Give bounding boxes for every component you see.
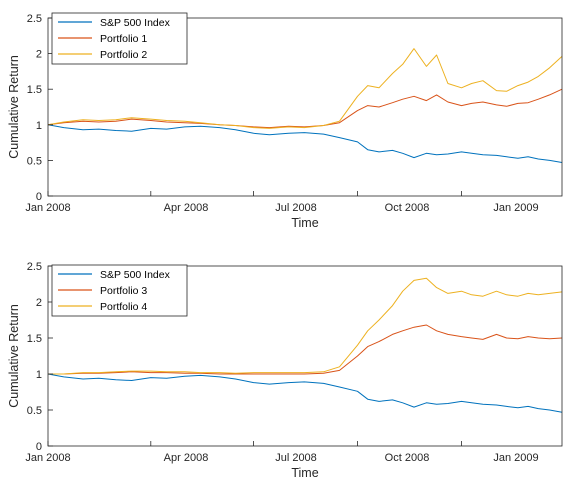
ytick-label: 2 — [36, 49, 42, 61]
xtick-labels-top: Jan 2008 Apr 2008 Jul 2008 Oct 2008 Jan … — [25, 202, 538, 214]
ytick-label: 1 — [36, 369, 42, 381]
legend-bottom: S&P 500 Index Portfolio 3 Portfolio 4 — [51, 264, 188, 317]
ytick-label: 0 — [36, 441, 42, 453]
axes-box-bottom — [47, 265, 563, 447]
xtick-label: Apr 2008 — [164, 202, 209, 214]
ytick-label: 2 — [36, 297, 42, 309]
ytick-label: 0.5 — [27, 405, 42, 417]
ytick-label: 1 — [36, 120, 42, 132]
legend-label-portfolio-1: Portfolio 1 — [100, 33, 147, 45]
series-line-portfolio-2 — [47, 48, 563, 129]
series-group-top — [47, 48, 563, 163]
series-line-portfolio-1 — [47, 88, 563, 129]
legend-label-portfolio-3: Portfolio 3 — [100, 285, 147, 297]
y-axis-label: Cumulative Return — [7, 304, 21, 408]
series-line-portfolio-4 — [48, 277, 563, 375]
xtick-label: Apr 2008 — [164, 452, 209, 464]
x-axis-label: Time — [291, 466, 318, 480]
x-axis-label: Time — [291, 216, 318, 230]
chart-bottom: 0 0.5 1 1.5 2 2.5 Jan 2008 Apr 2008 Jul … — [7, 261, 563, 480]
series-line-s-p-500-index — [47, 124, 563, 163]
ticks-group-top — [47, 17, 462, 197]
ytick-label: 0.5 — [27, 155, 42, 167]
xtick-label: Jan 2008 — [25, 202, 70, 214]
y-axis-label: Cumulative Return — [7, 55, 21, 159]
legend-label-sp500: S&P 500 Index — [100, 17, 171, 29]
xtick-label: Oct 2008 — [385, 202, 430, 214]
ytick-label: 2.5 — [27, 13, 42, 25]
xtick-label: Jul 2008 — [275, 202, 317, 214]
xtick-label: Jul 2008 — [275, 452, 317, 464]
legend-label-portfolio-4: Portfolio 4 — [100, 301, 147, 313]
series-group-bottom — [47, 277, 563, 413]
legend-label-sp500: S&P 500 Index — [100, 269, 171, 281]
legend-label-portfolio-2: Portfolio 2 — [100, 49, 147, 61]
ytick-labels-top: 0 0.5 1 1.5 2 2.5 — [27, 13, 42, 203]
xtick-label: Oct 2008 — [385, 452, 430, 464]
xtick-label: Jan 2009 — [493, 202, 538, 214]
series-line-s-p-500-index — [47, 373, 563, 413]
axes-box-top — [47, 17, 563, 197]
series-line-portfolio-3 — [48, 324, 563, 375]
xtick-labels-bottom: Jan 2008 Apr 2008 Jul 2008 Oct 2008 Jan … — [25, 452, 538, 464]
chart-top: 0 0.5 1 1.5 2 2.5 Jan 2008 Apr 2008 Jul … — [7, 12, 563, 230]
ytick-label: 1.5 — [27, 84, 42, 96]
legend-top: S&P 500 Index Portfolio 1 Portfolio 2 — [51, 12, 188, 65]
ytick-label: 1.5 — [27, 333, 42, 345]
ytick-label: 2.5 — [27, 261, 42, 273]
ytick-label: 0 — [36, 191, 42, 203]
xtick-label: Jan 2009 — [493, 452, 538, 464]
xtick-label: Jan 2008 — [25, 452, 70, 464]
ytick-labels-bottom: 0 0.5 1 1.5 2 2.5 — [27, 261, 42, 453]
